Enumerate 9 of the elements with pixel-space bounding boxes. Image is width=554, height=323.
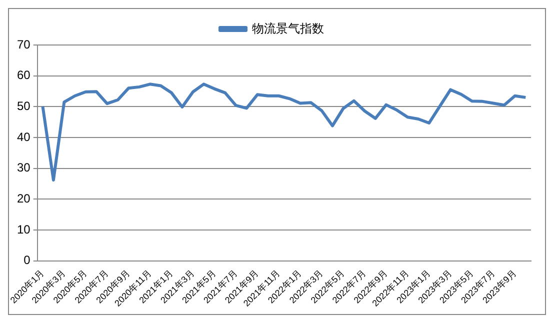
y-tick-label: 70 — [16, 37, 31, 52]
y-tick-label: 10 — [16, 222, 31, 236]
y-tick-label: 0 — [24, 253, 31, 268]
y-tick-label: 60 — [16, 68, 31, 82]
y-tick-label: 40 — [16, 130, 31, 144]
y-tick-label: 30 — [16, 160, 31, 175]
legend-label: 物流景气指数 — [252, 21, 324, 36]
y-tick-label: 50 — [16, 98, 31, 113]
y-tick-label: 20 — [16, 192, 31, 206]
